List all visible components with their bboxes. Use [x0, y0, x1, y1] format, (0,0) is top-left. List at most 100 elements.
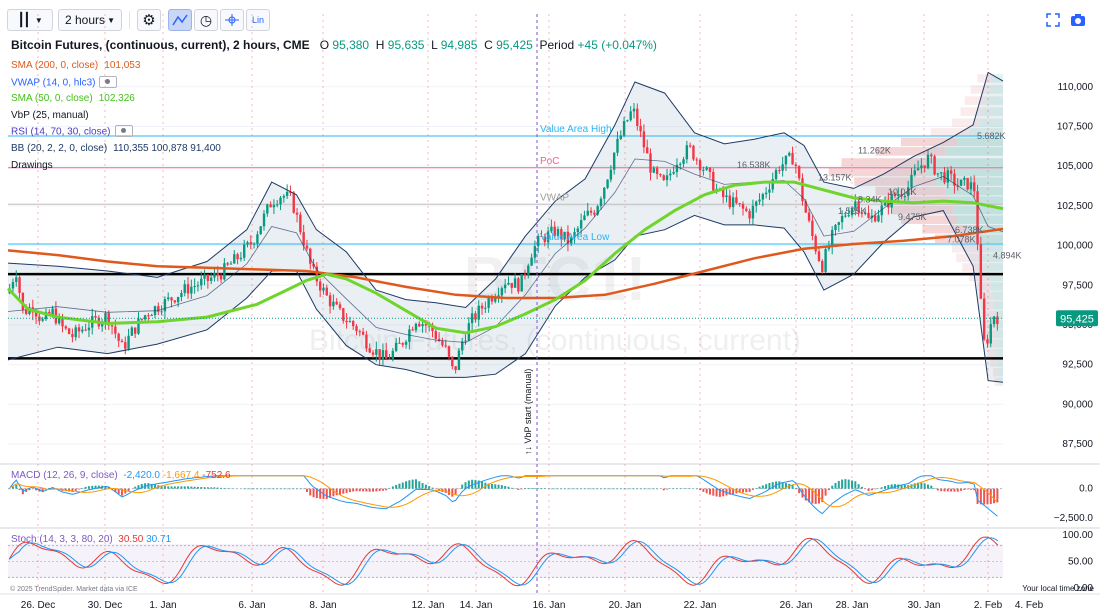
crosshair-button[interactable]: [220, 9, 244, 31]
volume-label: 4.894K: [993, 250, 1022, 260]
visibility-eye-icon[interactable]: [114, 125, 133, 138]
candle-body: [593, 212, 596, 215]
clock-icon[interactable]: ◷: [194, 9, 218, 31]
candle-body: [338, 304, 342, 309]
candle-body: [940, 172, 943, 174]
indicator-legend-item[interactable]: BB (20, 2, 2, 0, close) 110,355 100,878 9…: [11, 143, 221, 154]
macd-histogram-bar: [590, 488, 593, 490]
vbp-row-up: [985, 96, 1003, 105]
candle-body: [163, 299, 167, 312]
candle-body: [503, 284, 507, 289]
macd-histogram-bar: [632, 488, 635, 490]
candle-body: [500, 288, 504, 296]
candle-body: [797, 166, 801, 179]
crosshair-icon: [225, 14, 239, 26]
indicator-label: BB (20, 2, 2, 0, close): [11, 143, 108, 154]
macd-histogram-bar: [358, 488, 361, 492]
vbp-start-label: ↑↓ VbP start (manual): [523, 369, 533, 455]
macd-histogram-bar: [897, 484, 900, 489]
indicator-label: RSI (14, 70, 30, close): [11, 127, 111, 139]
macd-histogram-bar: [190, 486, 193, 489]
candle-body: [74, 327, 77, 338]
fullscreen-button[interactable]: [1043, 9, 1063, 31]
candle-body: [821, 260, 824, 272]
macd-histogram-bar: [520, 488, 523, 490]
candle-body: [768, 189, 771, 193]
candle-body: [312, 263, 315, 267]
indicator-legend-item[interactable]: Drawings: [11, 160, 53, 171]
vbp-row-down: [922, 224, 967, 234]
macd-histogram-bar: [355, 488, 358, 492]
indicator-legend-item[interactable]: SMA (50, 0, close) 102,326: [11, 93, 135, 104]
candle-body: [24, 309, 28, 315]
price-tick-label: 100,000: [1057, 241, 1094, 252]
candle-body: [252, 243, 256, 245]
macd-histogram-bar: [527, 488, 530, 489]
settings-gear-icon[interactable]: ⚙: [137, 9, 161, 31]
candle-body: [480, 305, 484, 309]
candle-body: [292, 192, 295, 213]
symbol-watermark: BTC1! Bitcoin Futures, (continuous, curr…: [309, 245, 801, 357]
candle-body: [388, 358, 391, 360]
macd-histogram-bar: [497, 484, 500, 489]
macd-histogram-bar: [418, 481, 421, 489]
candle-body: [114, 326, 117, 334]
indicator-legend-item[interactable]: VWAP (14, 0, hlc3): [11, 75, 118, 89]
volume-label: 11.262K: [858, 145, 891, 155]
vbp-row-down: [854, 177, 937, 186]
macd-histogram-bar: [18, 488, 21, 491]
time-tick-label: 4. Feb: [1015, 600, 1044, 611]
macd-histogram-bar: [451, 488, 454, 497]
price-tick-label: 105,000: [1057, 161, 1094, 172]
snapshot-button[interactable]: [1068, 9, 1088, 31]
macd-histogram-bar: [329, 488, 332, 498]
candle-body: [124, 342, 127, 349]
macd-histogram-bar: [903, 484, 906, 489]
macd-histogram-bar: [289, 488, 292, 490]
timeframe-select[interactable]: 2 hours ▼: [58, 9, 122, 31]
macd-histogram-bar: [84, 486, 87, 489]
macd-histogram-bar: [808, 488, 811, 503]
candle-body: [659, 174, 662, 176]
time-tick-label: 22. Jan: [684, 600, 717, 611]
candle-body: [193, 286, 196, 288]
candle-body: [223, 263, 226, 280]
stoch-label: Stoch (14, 3, 3, 80, 20): [11, 534, 113, 545]
indicator-legend-item[interactable]: RSI (14, 70, 30, close): [11, 125, 133, 139]
macd-histogram-bar: [263, 488, 266, 490]
vbp-row-down: [952, 244, 981, 253]
visibility-eye-icon[interactable]: [99, 75, 118, 88]
indicator-legend-item[interactable]: SMA (200, 0, close) 101,053: [11, 60, 140, 71]
macd-histogram-bar: [880, 487, 883, 489]
candle-body: [880, 205, 883, 216]
macd-histogram-bar: [411, 479, 414, 489]
candle-body: [180, 292, 183, 298]
vbp-row-up: [991, 282, 1003, 291]
candle-body: [229, 263, 233, 265]
vbp-row-up: [970, 128, 1003, 137]
macd-histogram-bar: [127, 488, 130, 491]
candle-body: [626, 120, 629, 122]
trend-tool-button[interactable]: [168, 9, 192, 31]
candle-body: [550, 226, 553, 232]
volume-label: 5.682K: [977, 131, 1006, 141]
candle-body: [837, 222, 841, 225]
candle-body: [342, 308, 345, 321]
macd-histogram-bar: [220, 487, 223, 489]
macd-histogram-bar: [253, 488, 256, 490]
bb-upper-line: [7, 71, 1004, 309]
macd-histogram-bar: [137, 485, 140, 489]
macd-line: [9, 475, 998, 517]
macd-histogram-bar: [259, 488, 262, 490]
macd-histogram-value: -752.6: [202, 470, 231, 481]
chart-type-button[interactable]: ┃┃ ▼: [7, 9, 53, 31]
candle-body: [794, 164, 798, 167]
vbp-row-down: [977, 282, 992, 291]
indicator-legend-item[interactable]: VbP (25, manual): [11, 110, 89, 121]
candle-body: [279, 197, 282, 205]
candle-body: [652, 168, 656, 173]
candle-body: [318, 281, 322, 291]
scale-mode-button[interactable]: Lin: [246, 9, 270, 31]
macd-histogram-bar: [282, 488, 285, 490]
